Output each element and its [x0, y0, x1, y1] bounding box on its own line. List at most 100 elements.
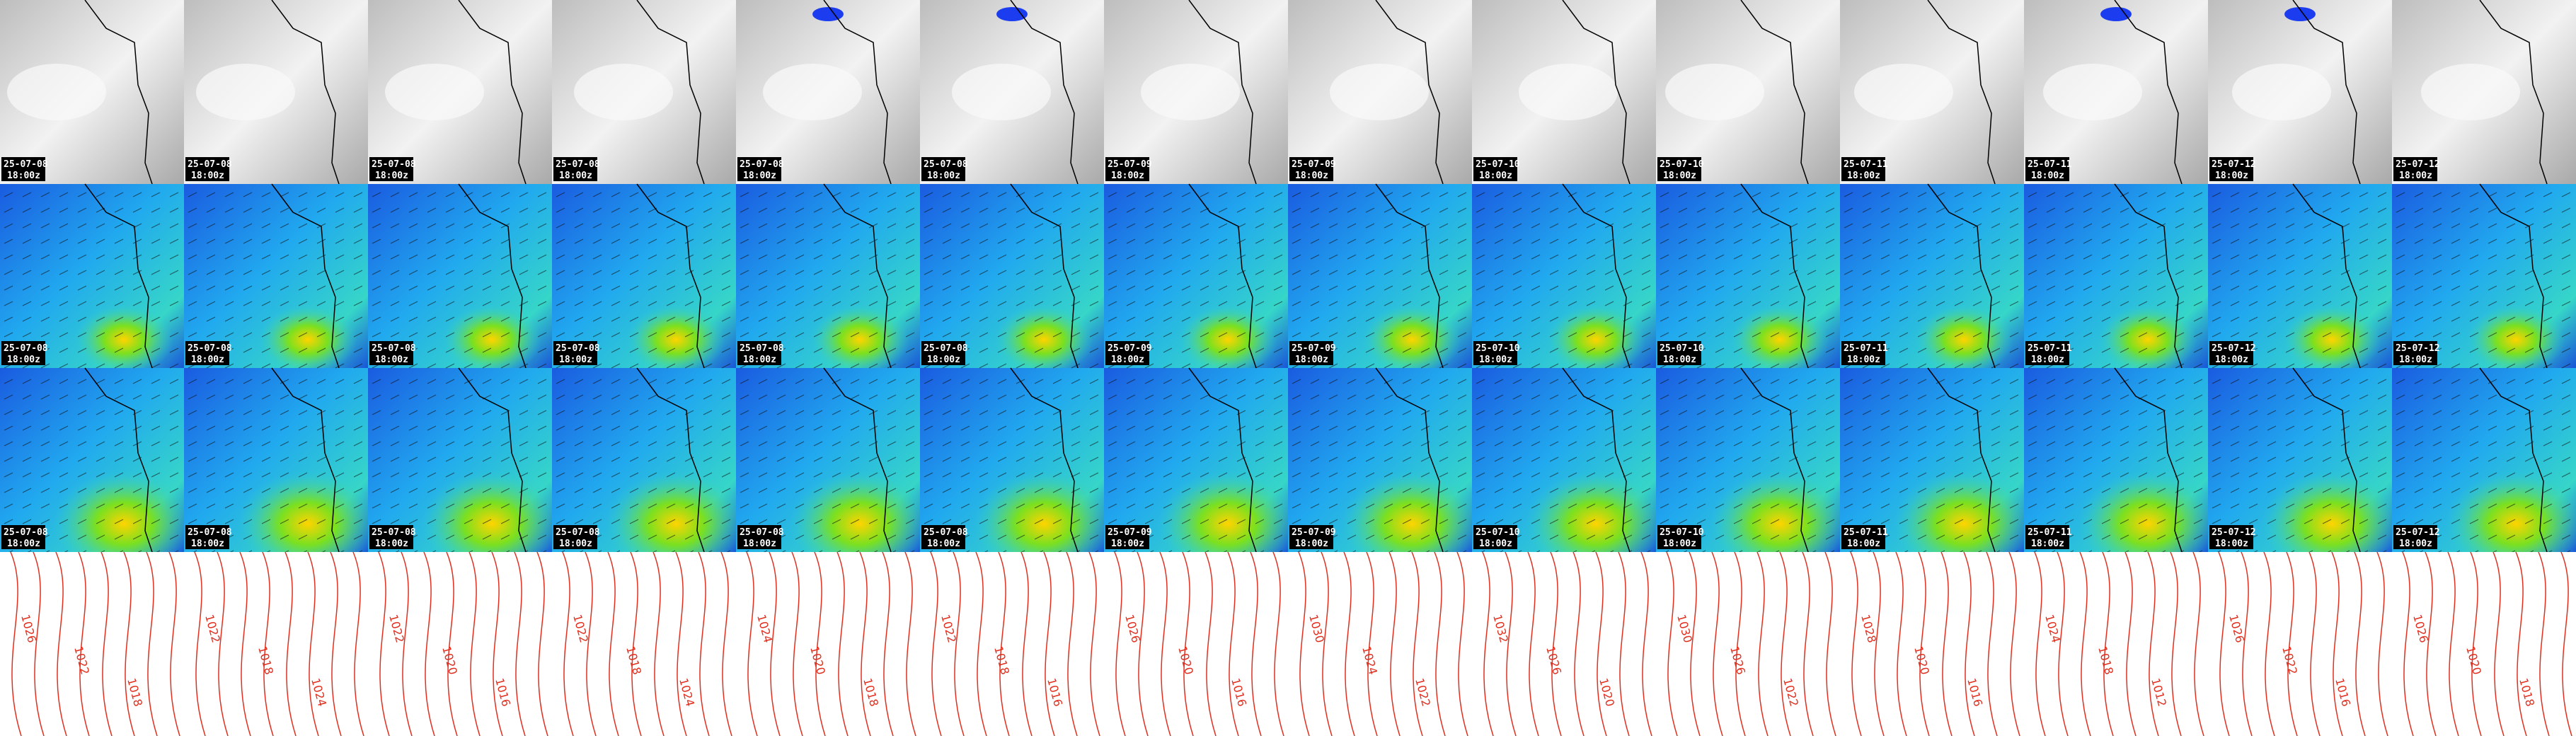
- coastline: [1010, 183, 1079, 369]
- coastline: [823, 367, 892, 553]
- isobar: [930, 551, 942, 736]
- date-label: 25-07-08: [556, 343, 600, 354]
- isobar: [1020, 551, 1033, 736]
- precip: [812, 7, 844, 21]
- time-label: 18:00z: [1479, 171, 1512, 181]
- isobar: [1343, 551, 1355, 736]
- isobar: [2447, 551, 2459, 736]
- time-label: 18:00z: [1295, 539, 1328, 549]
- pressure-field: [1656, 552, 1840, 736]
- wind-barbs: [2392, 184, 2576, 368]
- coastline: [84, 183, 153, 369]
- time-label: 18:00z: [559, 539, 592, 549]
- isobar: [2147, 551, 2159, 736]
- coastline: [2114, 0, 2183, 185]
- pressure-field: [368, 552, 552, 736]
- time-label: 18:00z: [191, 171, 224, 181]
- isobar: [1456, 551, 1468, 736]
- map-panel: 25-07-1018:00z: [1656, 367, 1851, 577]
- map-panel: 25-07-1018:00z: [1472, 367, 1667, 577]
- isobar: [10, 551, 22, 736]
- time-label: 18:00z: [375, 355, 408, 365]
- label-box: [2393, 341, 2437, 365]
- wind-barbs: [1288, 184, 1472, 368]
- time-label: 18:00z: [743, 171, 776, 181]
- isobar: [1204, 551, 1217, 736]
- isobar: [1689, 551, 1701, 736]
- label-box: [2393, 157, 2437, 181]
- wind-barbs: [2024, 184, 2208, 368]
- isobar: [2331, 551, 2343, 736]
- label-box: [553, 157, 597, 181]
- isobar: [675, 551, 687, 736]
- isobar: [1618, 551, 1630, 736]
- pressure-field: [736, 552, 920, 736]
- coastline: [2292, 367, 2361, 553]
- label-box: [1657, 157, 1701, 181]
- date-label: 25-07-08: [372, 343, 416, 354]
- coastline: [271, 367, 340, 553]
- coastline: [1375, 367, 1444, 553]
- isobar: [882, 551, 894, 736]
- date-label: 25-07-11: [1844, 343, 1888, 354]
- time-label: 18:00z: [2399, 355, 2432, 365]
- time-label: 18:00z: [375, 171, 408, 181]
- coastline: [2292, 0, 2361, 185]
- isobar: [536, 551, 548, 736]
- isobar: [2124, 551, 2137, 736]
- pressure-field: [1288, 552, 1472, 736]
- isobar: [1321, 551, 1333, 736]
- coastline: [1562, 367, 1631, 553]
- date-label: 25-07-10: [1476, 527, 1520, 538]
- time-label: 18:00z: [1847, 171, 1880, 181]
- label-box: [2209, 157, 2253, 181]
- date-label: 25-07-11: [1844, 159, 1888, 170]
- time-label: 18:00z: [1111, 171, 1144, 181]
- time-label: 18:00z: [1295, 355, 1328, 365]
- precip: [2100, 7, 2132, 21]
- date-label: 25-07-08: [4, 527, 48, 538]
- time-label: 18:00z: [1847, 539, 1880, 549]
- coastline: [1562, 183, 1631, 369]
- coastline: [2479, 0, 2548, 185]
- isobar: [1434, 551, 1446, 736]
- date-label: 25-07-08: [372, 159, 416, 170]
- isobar: [55, 551, 67, 736]
- isobar: [284, 551, 297, 736]
- isobar: [1895, 551, 1907, 736]
- coastline: [1010, 367, 1079, 553]
- coastline: [2479, 367, 2548, 553]
- isobar: [1873, 551, 1885, 736]
- precip: [2284, 7, 2316, 21]
- isobar: [468, 551, 481, 736]
- isobar: [2079, 551, 2091, 736]
- time-label: 18:00z: [1847, 355, 1880, 365]
- coastline: [458, 0, 527, 185]
- isobar: [1043, 551, 1055, 736]
- date-label: 25-07-08: [740, 527, 784, 538]
- isobar: [1850, 551, 1862, 736]
- map-panel: 25-07-1018:00z: [1656, 183, 1840, 375]
- isobar: [1066, 551, 1078, 736]
- time-label: 18:00z: [2215, 539, 2248, 549]
- time-label: 18:00z: [1295, 171, 1328, 181]
- date-label: 25-07-10: [1476, 343, 1520, 354]
- isobar: [1986, 551, 1998, 736]
- isobar: [1298, 551, 1310, 736]
- label-box: [1105, 341, 1149, 365]
- label-box: [1, 157, 45, 181]
- isobar: [859, 551, 871, 736]
- pressure-field: [2024, 552, 2208, 736]
- coastline: [458, 183, 527, 369]
